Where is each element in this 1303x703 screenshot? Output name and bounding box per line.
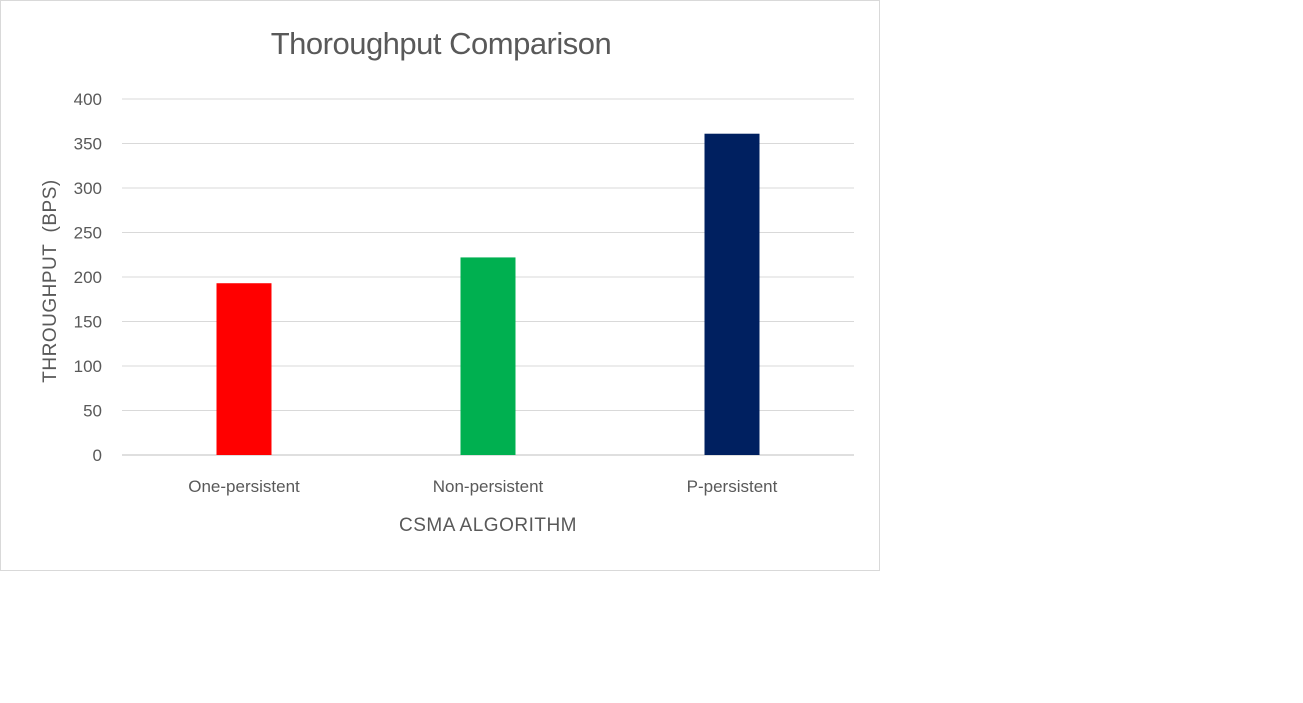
bar-chart-plot: 0 50 100 150 200 250 300 350 400 One-persistent No…	[40, 90, 854, 536]
y-tick-label: 250	[74, 224, 102, 243]
bar	[704, 133, 760, 455]
chart-container: Thoroughput Comparison 0 50 100 150 200 250 30…	[0, 0, 880, 571]
x-tick-label: P-persistent	[687, 477, 778, 496]
y-tick-label: 100	[74, 357, 102, 376]
chart-title: Thoroughput Comparison	[270, 26, 612, 61]
axis-labels: 0 50 100 150 200 250 300 350 400 One-persistent No…	[40, 90, 778, 536]
y-tick-label: 200	[74, 268, 102, 287]
y-tick-label: 150	[74, 313, 102, 332]
x-axis-title: CSMA ALGORITHM	[399, 515, 577, 536]
bar	[460, 257, 516, 455]
bars	[216, 133, 760, 455]
y-tick-label: 400	[74, 90, 102, 109]
x-tick-label: Non-persistent	[433, 477, 544, 496]
y-tick-label: 0	[93, 446, 102, 465]
y-tick-label: 350	[74, 135, 102, 154]
y-tick-label: 50	[83, 402, 102, 421]
x-tick-label: One-persistent	[188, 477, 300, 496]
y-axis-title: THROUGHPUT (BPS)	[40, 179, 61, 382]
y-tick-label: 300	[74, 179, 102, 198]
bar	[216, 283, 272, 455]
